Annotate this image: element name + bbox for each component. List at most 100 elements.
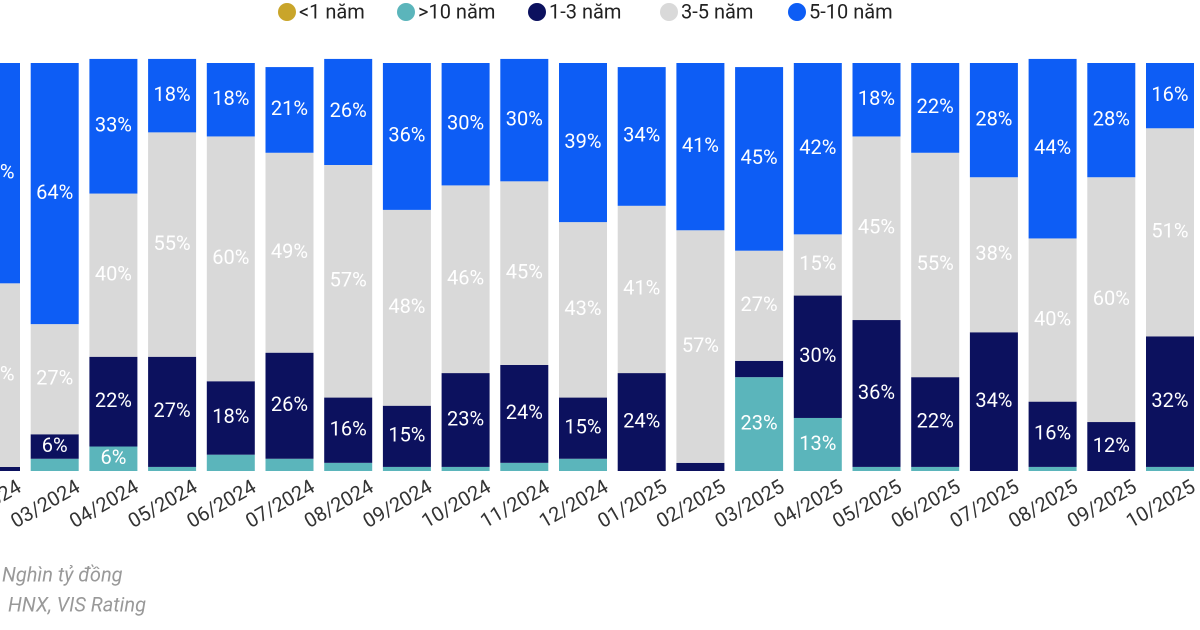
bar-segment <box>324 58 373 165</box>
bar-segment <box>559 397 607 459</box>
data-label: 21% <box>271 96 308 120</box>
bar-segment <box>1028 238 1077 402</box>
legend-swatch <box>660 3 678 21</box>
unit-note: Nghìn tỷ đồng <box>2 562 123 586</box>
data-label: 46% <box>447 266 484 290</box>
data-label: 33% <box>95 113 132 137</box>
data-label: 49% <box>271 239 308 263</box>
bar-segment <box>617 67 666 206</box>
legend-label: 1-3 năm <box>549 0 621 23</box>
bar-segment <box>265 152 314 353</box>
bar-segment <box>500 58 549 182</box>
bar-segment <box>969 63 1018 178</box>
data-label: 27% <box>36 365 73 389</box>
bar-segment <box>1028 58 1077 239</box>
bar-segment <box>1028 401 1077 467</box>
data-label: 34% <box>623 123 660 147</box>
bar-segment <box>1146 63 1194 129</box>
data-label: 40% <box>95 261 132 285</box>
data-label: 18% <box>154 82 191 106</box>
bar-segment <box>911 377 960 467</box>
bar-segment <box>793 234 842 296</box>
data-label: 36% <box>388 123 425 147</box>
bar-segment <box>735 377 784 471</box>
data-label: 16% <box>1034 421 1071 445</box>
data-label: 42% <box>799 135 836 159</box>
bar-segment <box>206 381 255 455</box>
bar-segment <box>382 63 431 210</box>
data-label: 26% <box>330 98 367 122</box>
bar-segment <box>206 136 255 382</box>
bar-segment <box>1146 336 1194 467</box>
data-label: 55% <box>154 231 191 255</box>
data-label: 60% <box>212 245 249 269</box>
legend-label: 5-10 năm <box>809 0 893 23</box>
source-note: HNX, VIS Rating <box>8 592 146 616</box>
bar-segment <box>1146 128 1194 337</box>
data-label: 23% <box>741 410 778 434</box>
bar-segment <box>0 63 20 284</box>
bar-segment <box>852 136 901 321</box>
bar-segment <box>735 67 784 251</box>
bar-segment <box>500 364 549 463</box>
bar-segment <box>559 222 607 398</box>
data-label: 12% <box>1093 433 1130 457</box>
bar-segment <box>559 63 607 223</box>
bar-segment <box>559 458 607 471</box>
bar-segment <box>852 63 901 137</box>
bar-segment <box>441 63 490 186</box>
data-label: 34% <box>975 388 1012 412</box>
bar-segment <box>206 454 255 471</box>
data-label: 64% <box>36 180 73 204</box>
data-label: 57% <box>682 333 719 357</box>
data-label: 22% <box>917 94 954 118</box>
bar-segment <box>735 250 784 361</box>
bar-segment <box>265 67 314 153</box>
bar-segment <box>324 462 373 471</box>
bar-segment <box>676 462 725 471</box>
bar-segment <box>148 356 197 467</box>
bar-segment <box>1087 422 1136 471</box>
data-label: 41% <box>682 133 719 157</box>
data-label: 51% <box>1151 219 1188 243</box>
bar-segment <box>89 193 138 357</box>
data-label: 15% <box>388 423 425 447</box>
legend-swatch <box>788 3 806 21</box>
data-label: 43% <box>564 296 601 320</box>
data-label: 45% <box>506 259 543 283</box>
bar-segment <box>265 458 314 471</box>
data-label: 22% <box>95 388 132 412</box>
bar-segment <box>206 63 255 137</box>
bar-segment <box>265 352 314 459</box>
bar-segment <box>89 356 138 447</box>
legend-swatch <box>278 3 296 21</box>
bar-segment <box>148 132 197 357</box>
bar-segment <box>30 324 79 435</box>
legend-swatch <box>528 3 546 21</box>
bar-segment <box>324 165 373 398</box>
bar-segment <box>735 360 784 378</box>
data-label: 27% <box>741 292 778 316</box>
bar-segment <box>1028 466 1077 471</box>
bar-segment <box>793 417 842 471</box>
bar-segment <box>441 466 490 471</box>
bar-segment <box>852 320 901 467</box>
data-label: 18% <box>858 86 895 110</box>
bar-segment <box>0 283 20 467</box>
data-label: 57% <box>330 268 367 292</box>
bar-segment <box>1146 466 1194 471</box>
bar-segment <box>0 466 20 471</box>
bar-segment <box>676 63 725 231</box>
data-label: 45% <box>0 361 15 385</box>
bar-segment <box>1087 177 1136 423</box>
legend-swatch <box>397 3 415 21</box>
bar-segment <box>617 373 666 471</box>
bar-segment <box>30 434 79 459</box>
bar-segment <box>852 466 901 471</box>
data-label: 6% <box>42 433 68 457</box>
bar-segment <box>324 397 373 463</box>
data-label: 16% <box>1151 82 1188 106</box>
data-label: 48% <box>388 294 425 318</box>
data-label: 54% <box>0 159 15 183</box>
